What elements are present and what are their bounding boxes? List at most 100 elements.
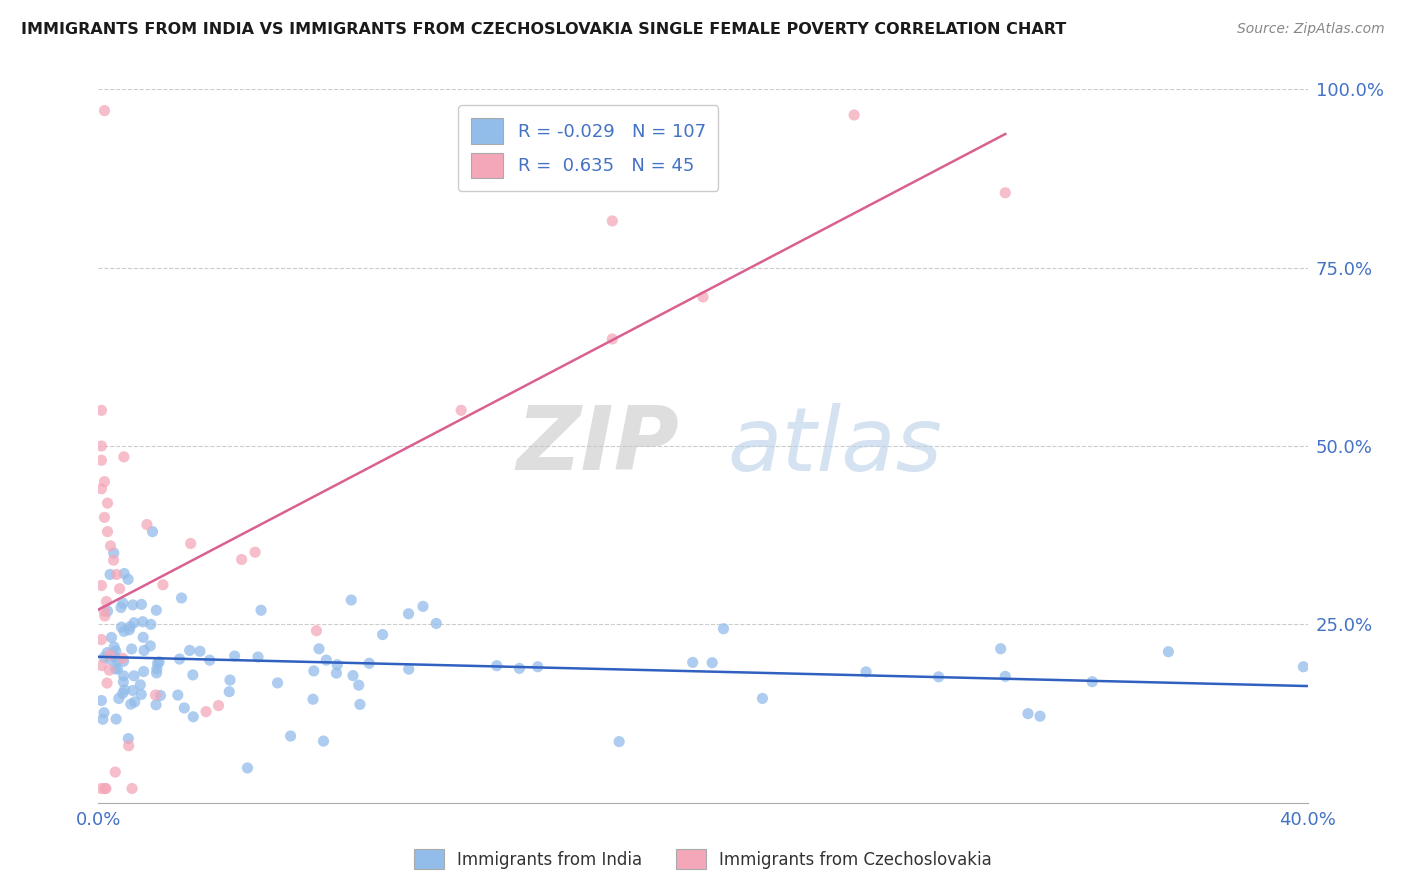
Point	[117, 731, 139, 746]
Point	[751, 691, 773, 706]
Point	[108, 582, 131, 596]
Point	[110, 620, 132, 634]
Point	[121, 683, 143, 698]
Point	[114, 682, 136, 697]
Point	[90, 693, 112, 707]
Point	[90, 482, 112, 496]
Point	[105, 712, 128, 726]
Point	[243, 545, 266, 559]
Point	[340, 593, 363, 607]
Point	[231, 552, 253, 566]
Point	[121, 598, 143, 612]
Point	[1292, 660, 1315, 674]
Point	[112, 566, 135, 581]
Point	[141, 524, 163, 539]
Point	[96, 594, 118, 608]
Point	[107, 653, 129, 667]
Point	[145, 603, 167, 617]
Point	[1157, 645, 1180, 659]
Point	[170, 591, 193, 605]
Point	[508, 661, 530, 675]
Point	[118, 620, 141, 634]
Point	[219, 673, 242, 687]
Point	[1029, 709, 1052, 723]
Point	[93, 103, 115, 118]
Point	[305, 624, 328, 638]
Point	[302, 692, 325, 706]
Point	[149, 689, 172, 703]
Point	[139, 639, 162, 653]
Point	[682, 656, 704, 670]
Point	[93, 510, 115, 524]
Legend: Immigrants from India, Immigrants from Czechoslovakia: Immigrants from India, Immigrants from C…	[404, 838, 1002, 880]
Point	[308, 641, 330, 656]
Point	[224, 648, 246, 663]
Text: IMMIGRANTS FROM INDIA VS IMMIGRANTS FROM CZECHOSLOVAKIA SINGLE FEMALE POVERTY CO: IMMIGRANTS FROM INDIA VS IMMIGRANTS FROM…	[21, 22, 1066, 37]
Point	[994, 669, 1017, 683]
Text: ZIP: ZIP	[516, 402, 679, 490]
Point	[122, 669, 145, 683]
Point	[181, 668, 204, 682]
Point	[98, 648, 121, 662]
Point	[280, 729, 302, 743]
Point	[94, 781, 117, 796]
Point	[218, 684, 240, 698]
Point	[181, 710, 204, 724]
Point	[188, 644, 211, 658]
Point	[107, 662, 129, 676]
Point	[105, 567, 128, 582]
Point	[131, 598, 153, 612]
Point	[450, 403, 472, 417]
Point	[607, 734, 630, 748]
Point	[146, 657, 169, 671]
Point	[90, 403, 112, 417]
Point	[98, 652, 121, 666]
Point	[180, 536, 202, 550]
Point	[166, 688, 188, 702]
Point	[347, 678, 370, 692]
Point	[90, 632, 112, 647]
Point	[207, 698, 229, 713]
Point	[246, 650, 269, 665]
Point	[990, 641, 1012, 656]
Point	[342, 668, 364, 682]
Point	[844, 108, 866, 122]
Point	[145, 688, 167, 702]
Point	[713, 622, 735, 636]
Point	[96, 496, 118, 510]
Point	[90, 658, 112, 673]
Point	[111, 686, 134, 700]
Point	[398, 607, 420, 621]
Point	[96, 604, 118, 618]
Point	[100, 631, 122, 645]
Point	[349, 698, 371, 712]
Point	[96, 646, 118, 660]
Point	[104, 644, 127, 658]
Point	[994, 186, 1017, 200]
Point	[104, 765, 127, 780]
Point	[302, 664, 325, 678]
Point	[112, 674, 135, 689]
Point	[112, 669, 135, 683]
Point	[485, 658, 508, 673]
Point	[169, 652, 191, 666]
Point	[1017, 706, 1039, 721]
Point	[90, 439, 112, 453]
Point	[132, 665, 155, 679]
Point	[117, 572, 139, 586]
Point	[100, 539, 122, 553]
Point	[94, 781, 117, 796]
Point	[91, 712, 114, 726]
Point	[312, 734, 335, 748]
Point	[129, 688, 152, 702]
Point	[236, 761, 259, 775]
Point	[118, 623, 141, 637]
Point	[90, 781, 112, 796]
Point	[112, 624, 135, 639]
Point	[121, 781, 143, 796]
Point	[121, 642, 143, 657]
Point	[103, 553, 125, 567]
Point	[93, 604, 115, 618]
Point	[152, 578, 174, 592]
Point	[103, 546, 125, 560]
